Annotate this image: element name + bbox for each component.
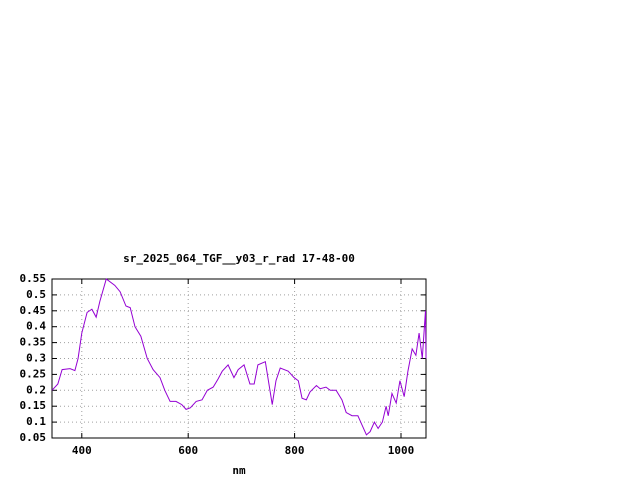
y-tick-label: 0.2 (26, 383, 46, 396)
y-tick-label: 0.25 (20, 367, 47, 380)
x-tick-label: 600 (178, 444, 198, 457)
x-tick-label: 1000 (388, 444, 415, 457)
y-tick-label: 0.1 (26, 415, 46, 428)
y-tick-label: 0.5 (26, 288, 46, 301)
y-tick-label: 0.15 (20, 399, 47, 412)
chart-title: sr_2025_064_TGF__y03_r_rad 17-48-00 (123, 252, 355, 265)
y-tick-label: 0.3 (26, 352, 46, 365)
x-tick-label: 400 (72, 444, 92, 457)
y-tick-label: 0.05 (20, 431, 47, 444)
y-tick-label: 0.55 (20, 272, 47, 285)
y-tick-label: 0.4 (26, 320, 46, 333)
x-tick-label: 800 (285, 444, 305, 457)
x-axis-label: nm (232, 464, 246, 477)
y-tick-label: 0.45 (20, 304, 47, 317)
y-tick-label: 0.35 (20, 336, 47, 349)
data-line (51, 278, 427, 436)
